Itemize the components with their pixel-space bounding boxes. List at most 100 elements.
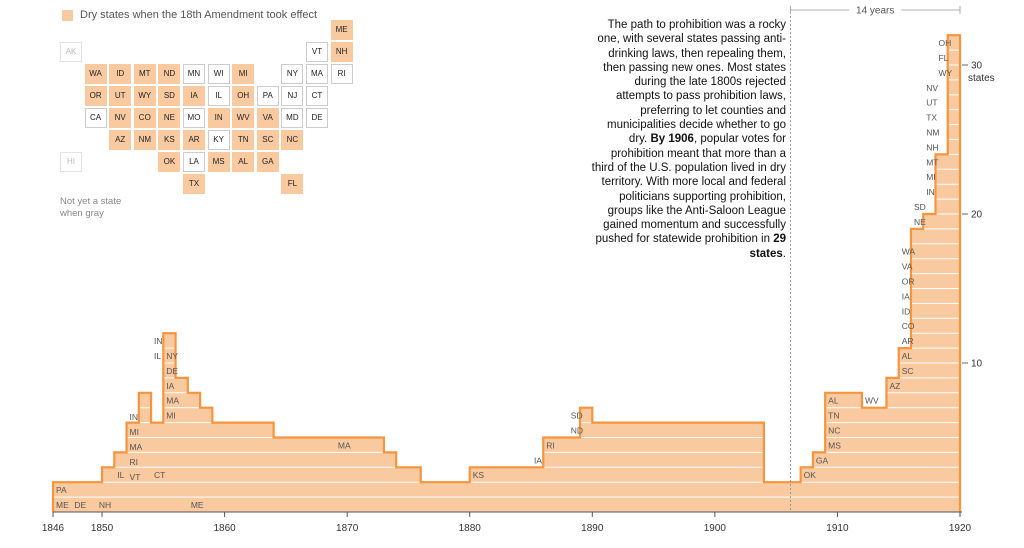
state-tile-mt: MT xyxy=(133,64,156,84)
annotation-part-2: , popular votes for prohibition meant th… xyxy=(591,133,786,246)
legend-swatch xyxy=(62,9,73,21)
state-label-nm: NM xyxy=(926,128,939,138)
state-label-tx: TX xyxy=(926,113,937,123)
state-label-ma: MA xyxy=(338,440,351,450)
state-tile-hi: HI xyxy=(60,152,82,172)
legend-label: Dry states when the 18th Amendment took … xyxy=(80,9,318,21)
state-label-in: IN xyxy=(154,336,163,346)
state-tile-az: AZ xyxy=(109,130,132,150)
state-label-tn: TN xyxy=(828,411,839,421)
state-label-il: IL xyxy=(154,351,161,361)
annotation-part-1: The path to prohibition was a rocky one,… xyxy=(597,19,786,146)
state-tile-id: ID xyxy=(109,64,132,84)
annotation-part-3: . xyxy=(782,247,786,260)
state-tile-tn: TN xyxy=(232,130,255,150)
state-label-ia: IA xyxy=(534,455,542,465)
y-tick-label-20: 20 xyxy=(971,210,983,221)
state-label-az: AZ xyxy=(889,381,900,391)
state-label-ne: NE xyxy=(914,217,926,227)
state-label-ut: UT xyxy=(926,98,937,108)
state-label-vt: VT xyxy=(130,472,141,482)
state-label-de: DE xyxy=(74,500,86,510)
x-tick-label-1920: 1920 xyxy=(949,523,972,534)
x-tick-label-1870: 1870 xyxy=(336,523,359,534)
state-label-ct: CT xyxy=(154,470,165,480)
dry-states-area xyxy=(53,35,960,512)
x-tick-label-1890: 1890 xyxy=(581,523,604,534)
state-tile-ut: UT xyxy=(109,86,132,106)
state-tile-ks: KS xyxy=(158,130,181,150)
state-label-nh: NH xyxy=(926,142,938,152)
state-label-ma: MA xyxy=(166,396,179,406)
state-tile-nv: NV xyxy=(109,108,132,128)
x-tick-label-1900: 1900 xyxy=(704,523,727,534)
state-tile-ri: RI xyxy=(330,64,353,84)
state-label-in: IN xyxy=(926,187,935,197)
state-label-ms: MS xyxy=(828,440,841,450)
state-tile-la: LA xyxy=(183,152,205,172)
state-tile-oh: OH xyxy=(232,86,255,106)
state-label-co: CO xyxy=(902,321,915,331)
state-label-wa: WA xyxy=(902,247,916,257)
state-label-mi: MI xyxy=(926,172,935,182)
state-tile-wv: WV xyxy=(232,108,255,128)
state-tile-wi: WI xyxy=(207,64,230,84)
state-label-va: VA xyxy=(902,262,913,272)
state-label-mi: MI xyxy=(130,427,139,437)
x-tick-label-1846: 1846 xyxy=(42,523,65,534)
x-tick-label-1850: 1850 xyxy=(91,523,114,534)
state-tile-nh: NH xyxy=(330,42,353,62)
state-label-ks: KS xyxy=(473,470,485,480)
state-label-al: AL xyxy=(902,351,913,361)
state-label-de: DE xyxy=(166,366,178,376)
state-tile-me: ME xyxy=(330,20,353,40)
state-label-oh: OH xyxy=(938,38,951,48)
state-label-pa: PA xyxy=(56,485,67,495)
state-tile-ny: NY xyxy=(281,64,304,84)
state-tile-fl: FL xyxy=(281,174,304,194)
state-tile-ky: KY xyxy=(207,130,230,150)
state-label-ma: MA xyxy=(130,442,143,452)
state-tile-pa: PA xyxy=(256,86,279,106)
x-tick-label-1860: 1860 xyxy=(213,523,236,534)
state-tile-co: CO xyxy=(133,108,156,128)
state-tile-sc: SC xyxy=(256,130,279,150)
state-tile-ma: MA xyxy=(306,64,328,84)
not-yet-state-note: Not yet a state when gray xyxy=(60,196,122,219)
state-label-sd: SD xyxy=(914,202,926,212)
state-label-ri: RI xyxy=(546,440,555,450)
state-tile-mo: MO xyxy=(183,108,205,128)
x-tick-label-1910: 1910 xyxy=(826,523,849,534)
state-label-al: AL xyxy=(828,396,839,406)
state-tile-nm: NM xyxy=(133,130,156,150)
dry-states-outline xyxy=(51,34,962,512)
state-tile-de: DE xyxy=(306,108,328,128)
state-label-ia: IA xyxy=(902,291,910,301)
state-label-ok: OK xyxy=(804,470,817,480)
state-tile-wa: WA xyxy=(84,64,107,84)
state-label-in: IN xyxy=(130,412,139,422)
x-tick-label-1880: 1880 xyxy=(459,523,482,534)
annotation-bold-2: 29 states xyxy=(749,233,786,260)
state-label-sd: SD xyxy=(571,411,583,421)
state-label-wv: WV xyxy=(865,396,879,406)
state-tile-ga: GA xyxy=(256,152,279,172)
state-label-nc: NC xyxy=(828,426,840,436)
state-label-me: ME xyxy=(191,500,204,510)
state-tile-md: MD xyxy=(281,108,304,128)
state-tile-ok: OK xyxy=(158,152,181,172)
legend: Dry states when the 18th Amendment took … xyxy=(62,9,317,21)
state-tile-mi: MI xyxy=(232,64,255,84)
state-tile-al: AL xyxy=(232,152,255,172)
state-label-ia: IA xyxy=(166,381,174,391)
state-label-ri: RI xyxy=(130,457,139,467)
state-label-nh: NH xyxy=(99,500,111,510)
state-label-mt: MT xyxy=(926,157,938,167)
bracket-label: 14 years xyxy=(856,6,894,17)
state-tile-ca: CA xyxy=(84,108,107,128)
state-tile-ak: AK xyxy=(60,42,82,62)
annotation-text: The path to prohibition was a rocky one,… xyxy=(590,18,786,261)
bracket-label-bg xyxy=(849,3,902,17)
state-tile-nc: NC xyxy=(281,130,304,150)
state-tile-wy: WY xyxy=(133,86,156,106)
